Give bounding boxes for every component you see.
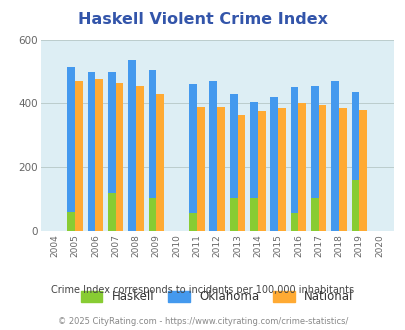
Bar — [330, 81, 338, 231]
Bar — [290, 214, 298, 231]
Bar — [270, 97, 277, 231]
Bar — [290, 87, 298, 231]
Bar — [148, 197, 156, 231]
Bar — [95, 80, 103, 231]
Bar — [318, 105, 326, 231]
Bar — [229, 94, 237, 231]
Bar — [128, 60, 136, 231]
Bar — [229, 197, 237, 231]
Text: Crime Index corresponds to incidents per 100,000 inhabitants: Crime Index corresponds to incidents per… — [51, 285, 354, 295]
Bar — [351, 180, 358, 231]
Bar — [115, 82, 123, 231]
Bar — [108, 72, 115, 231]
Bar — [189, 84, 196, 231]
Text: Haskell Violent Crime Index: Haskell Violent Crime Index — [78, 12, 327, 26]
Text: © 2025 CityRating.com - https://www.cityrating.com/crime-statistics/: © 2025 CityRating.com - https://www.city… — [58, 317, 347, 326]
Bar — [358, 110, 366, 231]
Legend: Haskell, Oklahoma, National: Haskell, Oklahoma, National — [81, 290, 353, 304]
Bar — [209, 81, 217, 231]
Bar — [189, 214, 196, 231]
Bar — [67, 212, 75, 231]
Bar — [277, 108, 285, 231]
Bar — [298, 103, 305, 231]
Bar — [217, 107, 224, 231]
Bar — [196, 107, 204, 231]
Bar — [87, 72, 95, 231]
Bar — [351, 92, 358, 231]
Bar — [249, 197, 257, 231]
Bar — [148, 70, 156, 231]
Bar — [237, 115, 245, 231]
Bar — [67, 67, 75, 231]
Bar — [156, 94, 164, 231]
Bar — [108, 193, 115, 231]
Bar — [136, 86, 143, 231]
Bar — [75, 81, 83, 231]
Bar — [310, 86, 318, 231]
Bar — [249, 102, 257, 231]
Bar — [310, 197, 318, 231]
Bar — [257, 112, 265, 231]
Bar — [338, 108, 346, 231]
